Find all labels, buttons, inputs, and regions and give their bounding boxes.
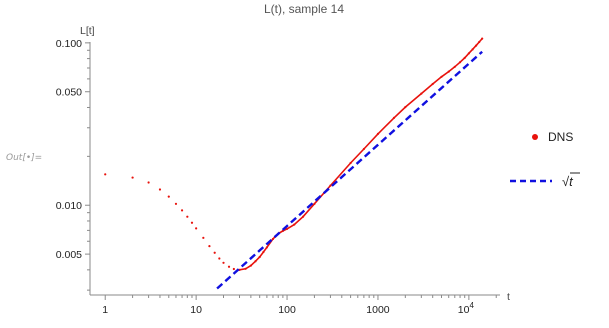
dns-point [222, 261, 225, 264]
output-cell-label: Out[•]= [6, 153, 43, 163]
dns-point [218, 257, 221, 260]
legend: DNS √t [510, 130, 580, 189]
x-tick-label: 1000 [366, 304, 390, 316]
dns-curve [239, 38, 483, 271]
x-axis-label: t [507, 291, 510, 303]
y-axis-ticks: 0.005 0.010 0.050 0.100 [56, 38, 90, 291]
dns-point [213, 251, 216, 254]
y-tick-label: 0.050 [56, 87, 82, 99]
x-tick-label: 104 [458, 301, 475, 316]
series-0 [104, 37, 484, 271]
legend-sqrt-label: √t [562, 174, 574, 189]
dns-point [147, 181, 150, 184]
x-tick-label: 1 [102, 304, 108, 316]
series-layer [104, 37, 484, 290]
dns-point [186, 215, 189, 218]
dns-point [202, 236, 205, 239]
dns-point [167, 195, 170, 198]
dns-point [208, 245, 211, 248]
dns-point [227, 265, 231, 268]
y-tick-label: 0.005 [56, 249, 82, 261]
dns-point [104, 173, 107, 176]
dns-point [174, 202, 178, 205]
y-axis-label: L[t] [80, 25, 95, 37]
axes [89, 42, 500, 296]
dns-point [180, 209, 184, 212]
x-axis-ticks: 1 10 100 1000 104 [102, 295, 497, 316]
legend-dns-label: DNS [548, 130, 573, 144]
dns-point [190, 221, 194, 224]
dns-point [232, 267, 235, 271]
chart-title: L(t), sample 14 [264, 2, 344, 16]
series-1 [216, 50, 483, 290]
y-tick-label: 0.100 [56, 38, 82, 50]
x-tick-label: 100 [278, 304, 296, 316]
legend-dns-marker [532, 134, 538, 140]
sqrt-t-line [216, 50, 483, 290]
dns-point [131, 176, 134, 179]
y-tick-label: 0.010 [56, 200, 82, 212]
dns-point [195, 227, 198, 230]
x-tick-label: 10 [190, 304, 202, 316]
dns-point [158, 188, 162, 191]
